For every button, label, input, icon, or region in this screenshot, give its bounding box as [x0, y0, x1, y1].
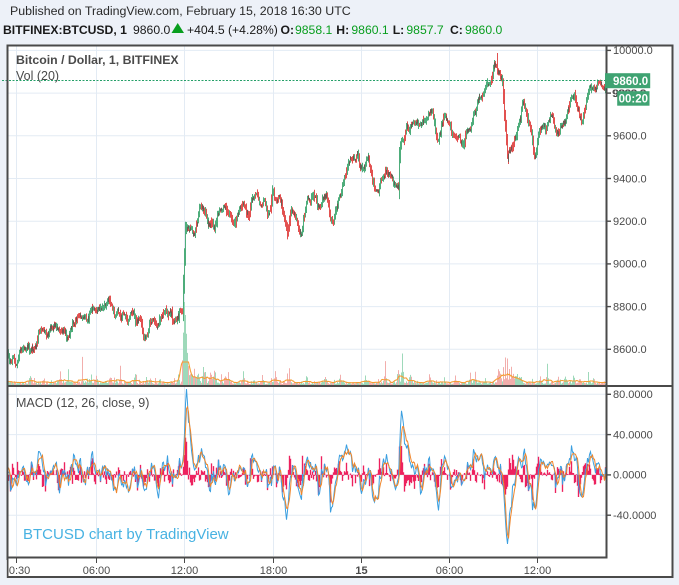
svg-text:9858.1: 9858.1: [295, 23, 332, 37]
svg-text:0.0000: 0.0000: [613, 470, 647, 482]
svg-text:Bitcoin / Dollar, 1, BITFINEX: Bitcoin / Dollar, 1, BITFINEX: [16, 53, 179, 67]
svg-text:BITFINEX:BTCUSD, 1: BITFINEX:BTCUSD, 1: [3, 23, 127, 37]
svg-text:9400.0: 9400.0: [613, 173, 647, 185]
svg-text:06:00: 06:00: [436, 565, 464, 577]
svg-text:18:00: 18:00: [260, 565, 288, 577]
svg-text:80.0000: 80.0000: [613, 389, 653, 401]
svg-text:8600.0: 8600.0: [613, 344, 647, 356]
svg-text:9860.1: 9860.1: [351, 23, 388, 37]
svg-text:+404.5 (+4.28%): +404.5 (+4.28%): [187, 23, 278, 37]
svg-text:15: 15: [355, 565, 367, 577]
svg-text:H:: H:: [336, 23, 349, 37]
svg-text:9600.0: 9600.0: [613, 131, 647, 143]
svg-text:BTCUSD chart by TradingView: BTCUSD chart by TradingView: [23, 526, 229, 543]
svg-text:O:: O:: [281, 23, 295, 37]
svg-text:L:: L:: [393, 23, 405, 37]
svg-text:9000.0: 9000.0: [613, 259, 647, 271]
svg-text:MACD (12, 26, close, 9): MACD (12, 26, close, 9): [16, 396, 149, 410]
svg-text:9860.0: 9860.0: [133, 23, 170, 37]
svg-text:9860.0: 9860.0: [613, 76, 648, 88]
svg-text:10000.0: 10000.0: [613, 45, 653, 57]
svg-text:9857.7: 9857.7: [406, 23, 443, 37]
svg-text:9200.0: 9200.0: [613, 216, 647, 228]
svg-text:12:00: 12:00: [171, 565, 199, 577]
svg-text:00:30: 00:30: [3, 565, 31, 577]
svg-text:8800.0: 8800.0: [613, 301, 647, 313]
svg-text:Published on TradingView.com,: Published on TradingView.com, February 1…: [10, 4, 351, 18]
svg-text:06:00: 06:00: [83, 565, 111, 577]
svg-text:12:00: 12:00: [524, 565, 552, 577]
svg-text:40.0000: 40.0000: [613, 429, 653, 441]
svg-text:C:: C:: [450, 23, 463, 37]
svg-text:9860.0: 9860.0: [465, 23, 502, 37]
svg-text:-40.0000: -40.0000: [613, 510, 656, 522]
svg-text:Vol (20): Vol (20): [16, 69, 59, 83]
svg-text:00:20: 00:20: [619, 93, 648, 105]
